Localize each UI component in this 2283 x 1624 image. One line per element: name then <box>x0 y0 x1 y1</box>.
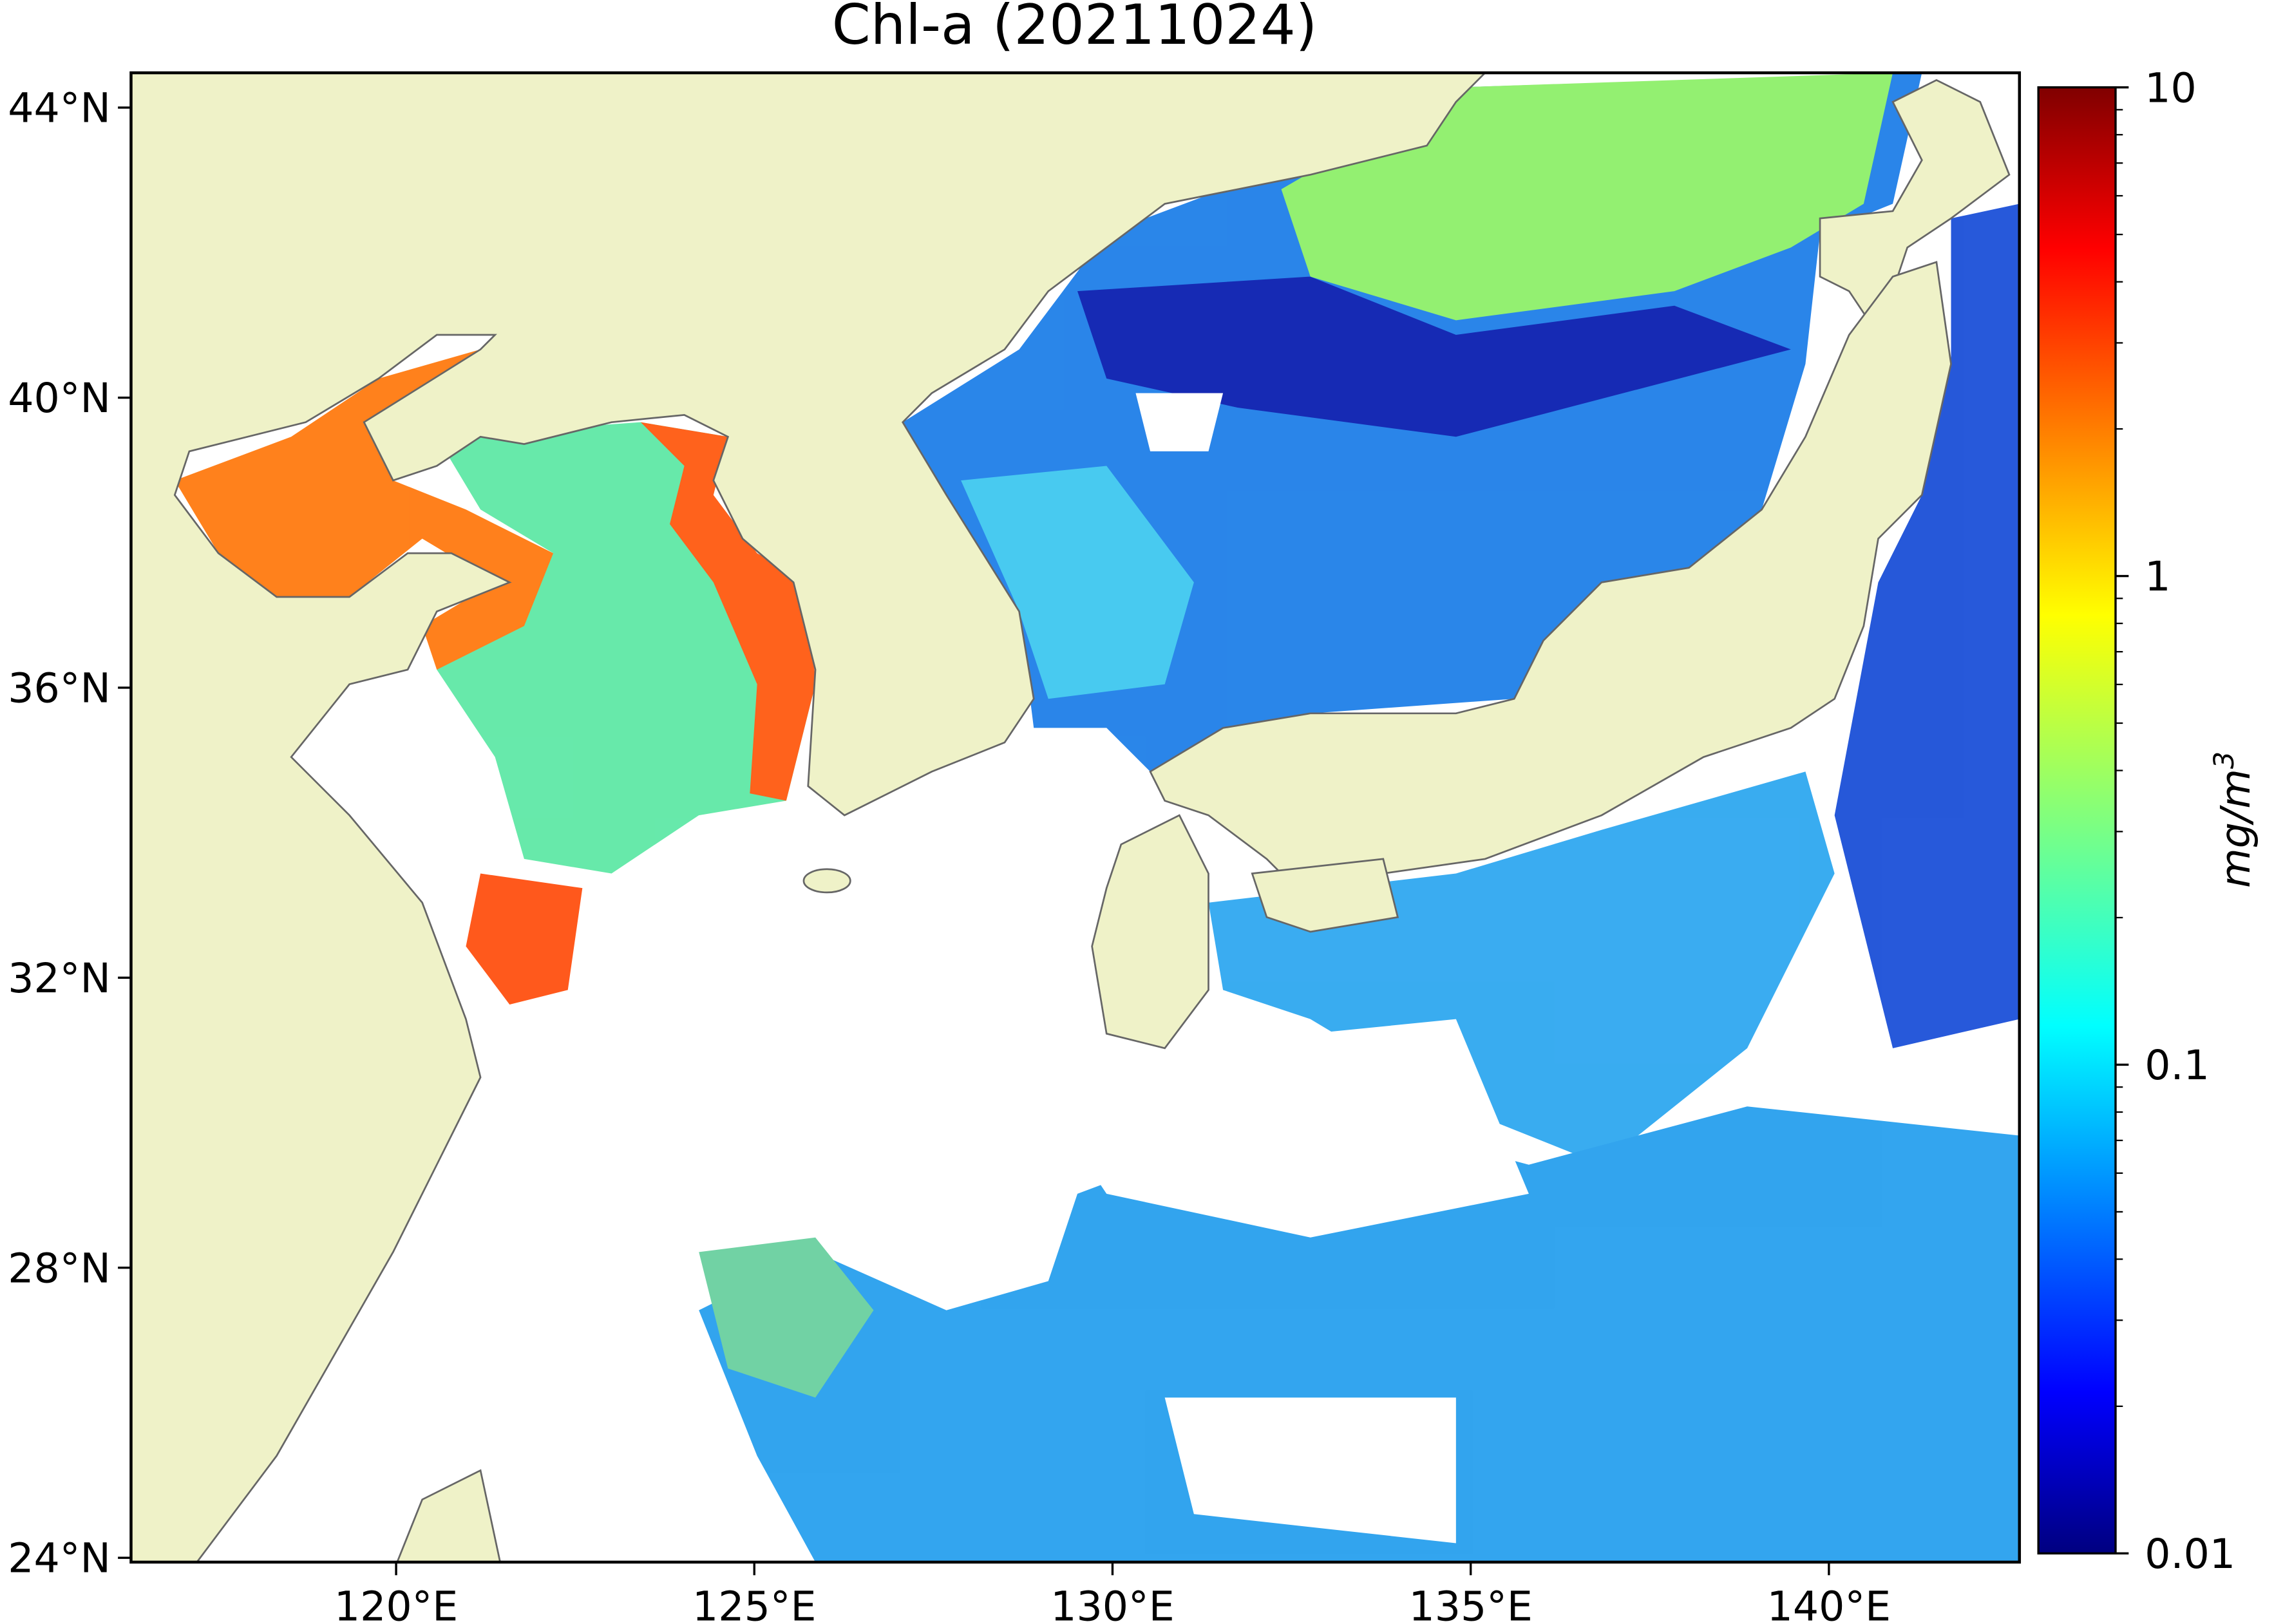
x-tick-label: 135°E <box>1408 1582 1532 1624</box>
x-tick-label: 130°E <box>1050 1582 1174 1624</box>
y-tick-label: 36°N <box>8 665 111 712</box>
colorbar-label-unit: mg/m <box>2212 769 2259 888</box>
x-tick-label: 125°E <box>692 1582 816 1624</box>
map-title: Chl-a (20211024) <box>832 0 1318 57</box>
colorbar <box>2037 86 2117 1555</box>
y-tick-label: 24°N <box>8 1534 111 1582</box>
colorbar-tick-label: 10 <box>2145 64 2197 111</box>
colorbar-tick-label: 0.1 <box>2145 1041 2210 1089</box>
x-tick-label: 120°E <box>334 1582 458 1624</box>
colorbar-tick-label: 0.01 <box>2145 1530 2235 1578</box>
colorbar-label-exponent: 3 <box>2208 751 2240 769</box>
y-tick-label: 32°N <box>8 954 111 1002</box>
x-tick-label: 140°E <box>1767 1582 1891 1624</box>
y-tick-label: 28°N <box>8 1244 111 1292</box>
map-area <box>131 73 2020 1562</box>
colorbar-tick-label: 1 <box>2145 552 2170 600</box>
y-tick-label: 44°N <box>8 84 111 132</box>
land <box>131 73 2011 1562</box>
colorbar-label: mg/m3 <box>2208 751 2259 888</box>
chlorophyll-field <box>175 73 2020 1562</box>
y-tick-label: 40°N <box>8 374 111 422</box>
map-frame <box>129 71 2022 1564</box>
